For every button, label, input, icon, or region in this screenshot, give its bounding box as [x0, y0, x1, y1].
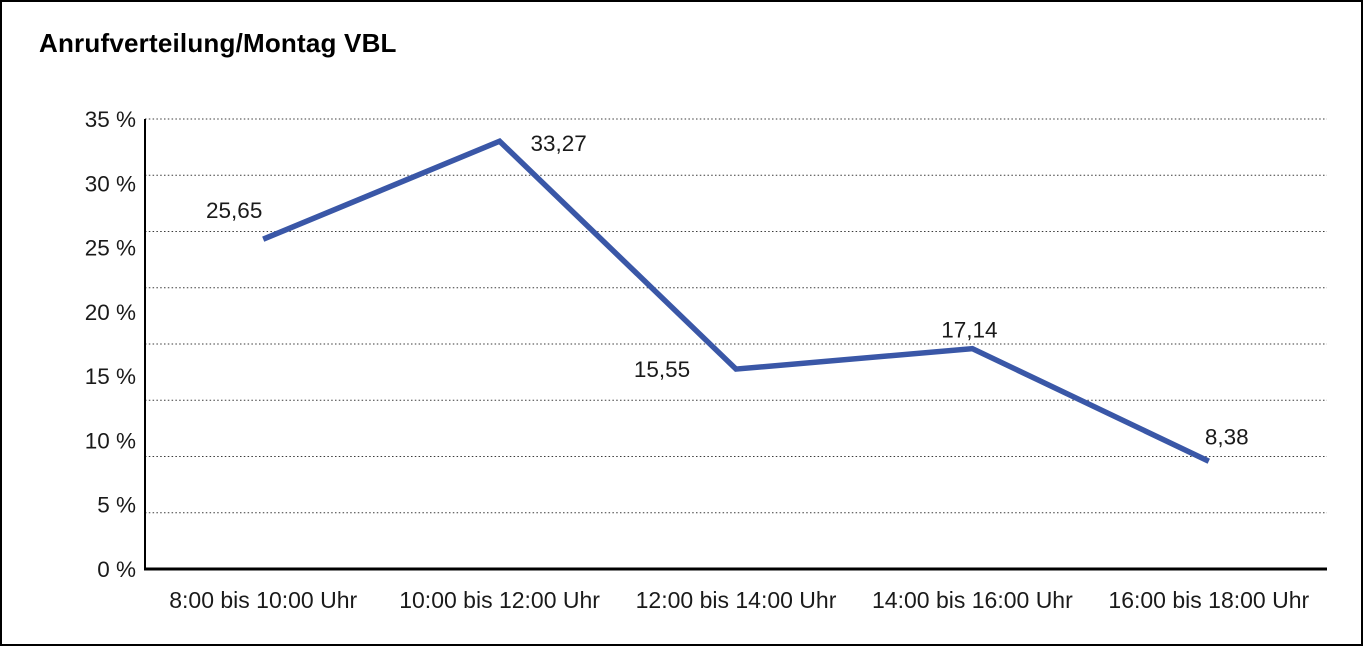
y-axis-tick-label: 30 %	[85, 171, 136, 196]
x-axis-category-label: 10:00 bis 12:00 Uhr	[399, 587, 600, 613]
y-axis-tick-label: 5 %	[97, 493, 136, 518]
data-point-label: 33,27	[530, 131, 586, 156]
chart-title: Anrufverteilung/Montag VBL	[39, 28, 397, 58]
data-point-label: 25,65	[206, 198, 262, 223]
data-point-label: 8,38	[1205, 424, 1249, 449]
y-axis-tick-label: 15 %	[85, 364, 136, 389]
y-axis-tick-label: 10 %	[85, 428, 136, 453]
data-series-line	[262, 138, 1210, 464]
x-axis-category-label: 12:00 bis 14:00 Uhr	[636, 587, 837, 613]
x-axis-category-label: 16:00 bis 18:00 Uhr	[1108, 587, 1309, 613]
y-axis-tick-label: 35 %	[85, 107, 136, 132]
y-axis-tick-label: 20 %	[85, 300, 136, 325]
y-axis-tick-label: 25 %	[85, 236, 136, 261]
data-point-label: 15,55	[634, 357, 690, 382]
x-axis-category-label: 14:00 bis 16:00 Uhr	[872, 587, 1073, 613]
y-axis-tick-label: 0 %	[97, 557, 136, 582]
x-axis-category-label: 8:00 bis 10:00 Uhr	[169, 587, 357, 613]
data-point-label: 17,14	[941, 318, 997, 343]
